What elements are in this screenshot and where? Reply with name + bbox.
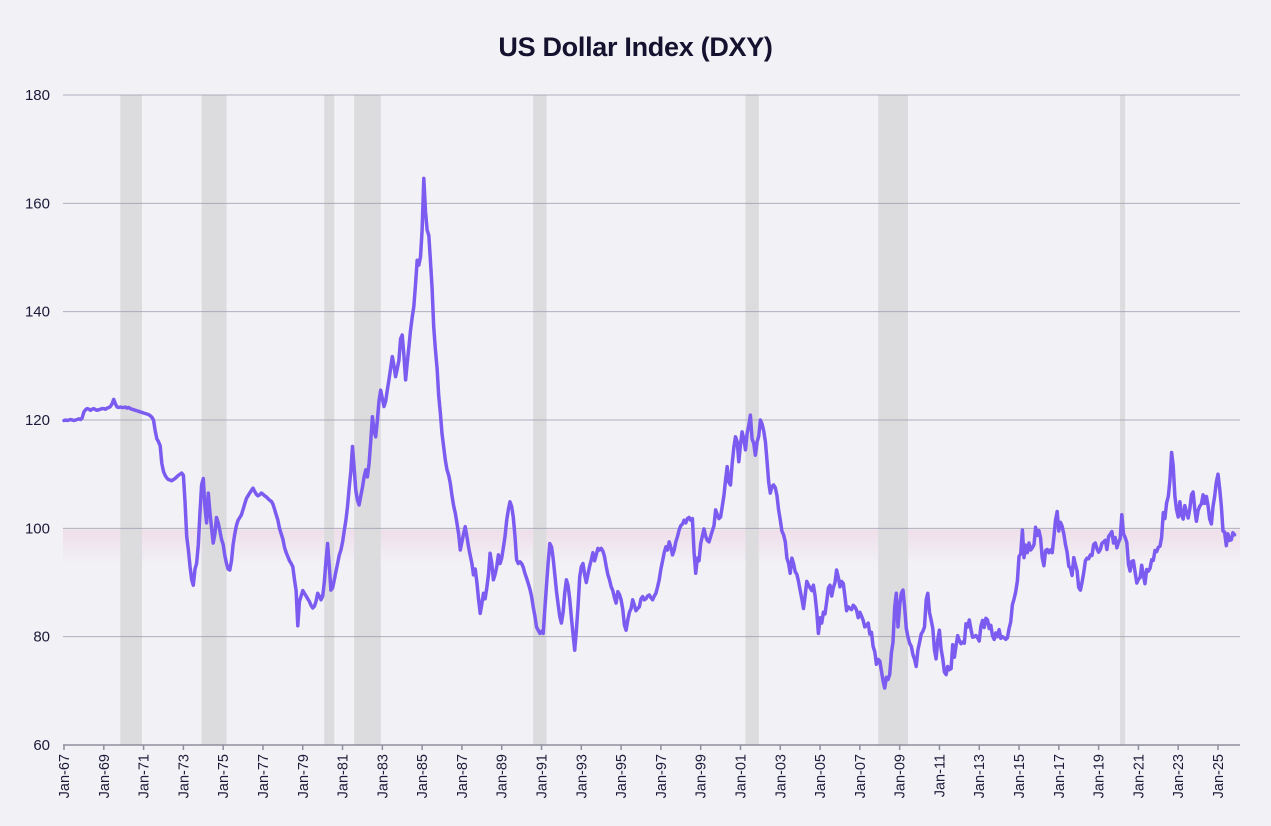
y-tick-label: 140 bbox=[25, 304, 50, 321]
x-tick-label: Jan-13 bbox=[972, 754, 988, 798]
x-tick-label: Jan-05 bbox=[813, 754, 829, 798]
x-tick-label: Jan-03 bbox=[773, 754, 789, 798]
x-tick-label: Jan-71 bbox=[137, 754, 153, 798]
x-tick-label: Jan-19 bbox=[1092, 754, 1108, 798]
x-tick-label: Jan-95 bbox=[614, 754, 630, 798]
x-tick-label: Jan-77 bbox=[256, 754, 272, 798]
x-tick-label: Jan-15 bbox=[1012, 754, 1028, 798]
x-tick-label: Jan-01 bbox=[733, 754, 749, 798]
x-tick-label: Jan-79 bbox=[296, 754, 312, 798]
x-tick-label: Jan-67 bbox=[57, 754, 73, 798]
x-tick-label: Jan-99 bbox=[694, 754, 710, 798]
x-tick-label: Jan-91 bbox=[535, 754, 551, 798]
x-tick-label: Jan-81 bbox=[336, 754, 352, 798]
x-tick-label: Jan-87 bbox=[455, 754, 471, 798]
y-tick-label: 60 bbox=[33, 737, 50, 754]
x-tick-label: Jan-11 bbox=[932, 754, 948, 797]
x-tick-label: Jan-21 bbox=[1131, 754, 1147, 798]
x-tick-label: Jan-75 bbox=[216, 754, 232, 798]
x-tick-label: Jan-93 bbox=[574, 754, 590, 798]
dxy-line bbox=[62, 176, 1237, 690]
x-tick-label: Jan-17 bbox=[1052, 754, 1068, 798]
x-tick-label: Jan-23 bbox=[1171, 754, 1187, 798]
y-tick-label: 100 bbox=[25, 520, 50, 537]
y-tick-label: 180 bbox=[25, 87, 50, 104]
x-tick-label: Jan-85 bbox=[415, 754, 431, 798]
x-tick-label: Jan-09 bbox=[893, 754, 909, 798]
x-tick-label: Jan-73 bbox=[176, 754, 192, 798]
chart-title: US Dollar Index (DXY) bbox=[498, 32, 773, 62]
x-tick-label: Jan-89 bbox=[495, 754, 511, 798]
x-tick-label: Jan-25 bbox=[1211, 754, 1227, 798]
y-tick-label: 160 bbox=[25, 195, 50, 212]
y-tick-label: 120 bbox=[25, 412, 50, 429]
y-tick-label: 80 bbox=[33, 629, 50, 646]
x-tick-label: Jan-07 bbox=[853, 754, 869, 798]
x-tick-label: Jan-69 bbox=[97, 754, 113, 798]
x-tick-label: Jan-83 bbox=[375, 754, 391, 798]
x-tick-label: Jan-97 bbox=[654, 754, 670, 798]
